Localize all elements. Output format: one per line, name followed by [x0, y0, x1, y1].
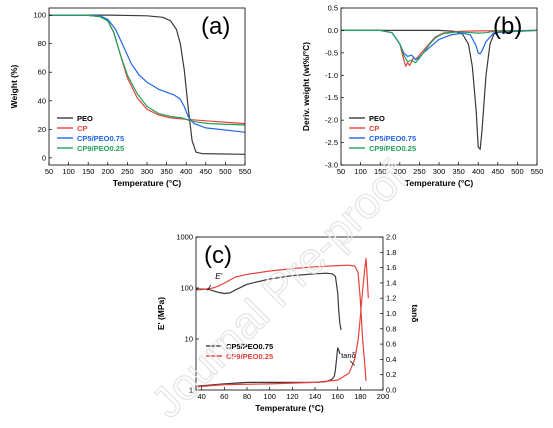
legend-label: CP9/PEO0.25: [369, 144, 416, 153]
annotation-modulus: E': [215, 272, 222, 281]
x-tick-label: 100: [62, 167, 75, 176]
y2-tick-label: 0.4: [386, 355, 396, 364]
legend-label: PEO: [77, 114, 93, 123]
series-group: [196, 257, 369, 388]
x-tick-label: 450: [200, 167, 213, 176]
y-tick-label: 40: [38, 96, 46, 105]
y2-axis-label: tanδ: [410, 305, 420, 323]
y2-tick-label: 1.0: [386, 309, 396, 318]
legend-label: PEO: [369, 114, 385, 123]
y2-tick-label: 1.2: [386, 294, 396, 303]
x-tick-label: 100: [263, 392, 276, 401]
y-tick-label: 60: [38, 68, 46, 77]
y-tick-label: -1.0: [325, 71, 338, 80]
y-tick-label: -0.5: [325, 48, 338, 57]
series-line-cp9-peo0-25-tan-: [196, 257, 369, 388]
series-line-peo: [49, 14, 245, 155]
annotation-arrow: [349, 360, 355, 366]
x-tick-label: 150: [82, 167, 95, 176]
y2-tick-label: 1.4: [386, 278, 396, 287]
y-tick-label: -2.0: [325, 116, 338, 125]
series-group: [341, 29, 537, 150]
y-tick-label: 0.5: [328, 4, 338, 13]
x-tick-label: 550: [531, 167, 544, 176]
x-tick-label: 500: [511, 167, 524, 176]
y-tick-label: 100: [180, 284, 193, 293]
y-axis-label: E' (MPa): [156, 297, 166, 330]
legend-label: CP9/PEO0.25: [77, 144, 124, 153]
series-group: [49, 14, 245, 155]
x-tick-label: 80: [243, 392, 251, 401]
x-tick-label: 300: [433, 167, 446, 176]
x-tick-label: 120: [286, 392, 299, 401]
chart-panel-a: 50 100 150 200 250 300 350 400 450 500 550 0 20 40 60 8…: [9, 7, 252, 188]
x-axis-label: Temperature (°C): [113, 178, 182, 188]
x-tick-label: 400: [472, 167, 485, 176]
x-tick-label: 160: [331, 392, 344, 401]
series-line-cp9-peo0-25: [341, 29, 537, 64]
y2-tick-label: 0.8: [386, 324, 396, 333]
y-tick-label: 1000: [176, 233, 193, 242]
x-tick-label: 50: [45, 167, 53, 176]
annotation-damping: tanδ: [341, 351, 356, 360]
x-tick-label: 60: [220, 392, 228, 401]
y2-tick-label: 0.2: [386, 370, 396, 379]
x-tick-label: 500: [219, 167, 232, 176]
panel-label: (b): [493, 13, 522, 40]
y-tick-label: 100: [33, 11, 46, 20]
annotation-arrow: [207, 284, 212, 291]
y-tick-label: -1.5: [325, 93, 338, 102]
x-tick-label: 140: [309, 392, 322, 401]
y-tick-label: -2.5: [325, 138, 338, 147]
x-tick-label: 150: [374, 167, 387, 176]
y2-tick-label: 0.6: [386, 340, 396, 349]
y2-tick-label: 2.0: [386, 233, 396, 242]
series-line-cp5-peo0-75-e-: [196, 272, 342, 331]
y-tick-label: 80: [38, 39, 46, 48]
legend-label: CP: [369, 124, 379, 133]
x-tick-label: 40: [197, 392, 205, 401]
x-tick-label: 350: [452, 167, 465, 176]
y-tick-label: 0.0: [328, 26, 338, 35]
legend-label: CP5/PEO0.75: [77, 134, 124, 143]
x-tick-label: 450: [492, 167, 505, 176]
y-tick-label: 0: [42, 153, 46, 162]
chart-panel-b: 50 100 150 200 250 300 350 400 450 500 550 0.5 0.0 -0…: [301, 4, 543, 189]
y-tick-label: 10: [185, 335, 193, 344]
series-line-cp9-peo0-25: [49, 14, 245, 126]
series-line-cp5-peo0-75: [49, 14, 245, 133]
y2-tick-label: 1.8: [386, 248, 396, 257]
x-tick-label: 100: [354, 167, 367, 176]
y-tick-label: 20: [38, 125, 46, 134]
x-tick-label: 180: [354, 392, 367, 401]
x-tick-label: 300: [141, 167, 154, 176]
x-tick-label: 200: [102, 167, 115, 176]
y2-tick-label: 1.6: [386, 263, 396, 272]
chart-panel-c: 40 60 80 100 120 140 160 180 200 1 10 100 1000 0.0 0.2…: [156, 233, 420, 414]
x-tick-label: 250: [413, 167, 426, 176]
y2-tick-label: 0.0: [386, 386, 396, 395]
legend-label: CP5/PEO0.75: [226, 342, 273, 351]
x-tick-label: 250: [121, 167, 134, 176]
x-tick-label: 350: [160, 167, 173, 176]
x-tick-label: 200: [377, 392, 390, 401]
y-axis-label: Deriv. weight (wt%/°C): [301, 42, 311, 131]
x-axis-label: Temperature (°C): [255, 403, 324, 413]
x-tick-label: 50: [337, 167, 345, 176]
legend-label: CP9/PEO0.25: [226, 352, 273, 361]
y-tick-label: -3.0: [325, 161, 338, 170]
x-tick-label: 200: [394, 167, 407, 176]
panel-label: (a): [201, 13, 230, 40]
series-line-cp9-peo0-25-e-: [196, 264, 367, 382]
x-axis-label: Temperature (°C): [405, 178, 474, 188]
x-tick-label: 550: [239, 167, 252, 176]
x-tick-label: 400: [180, 167, 193, 176]
y-axis-label: Weight (%): [9, 64, 19, 108]
y-tick-label: 1: [189, 386, 193, 395]
legend-label: CP5/PEO0.75: [369, 134, 416, 143]
panel-label: (c): [204, 242, 232, 269]
legend-label: CP: [77, 124, 87, 133]
